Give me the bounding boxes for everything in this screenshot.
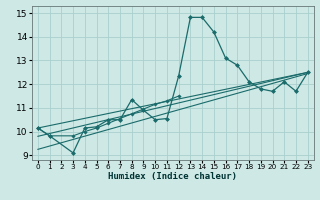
- X-axis label: Humidex (Indice chaleur): Humidex (Indice chaleur): [108, 172, 237, 181]
